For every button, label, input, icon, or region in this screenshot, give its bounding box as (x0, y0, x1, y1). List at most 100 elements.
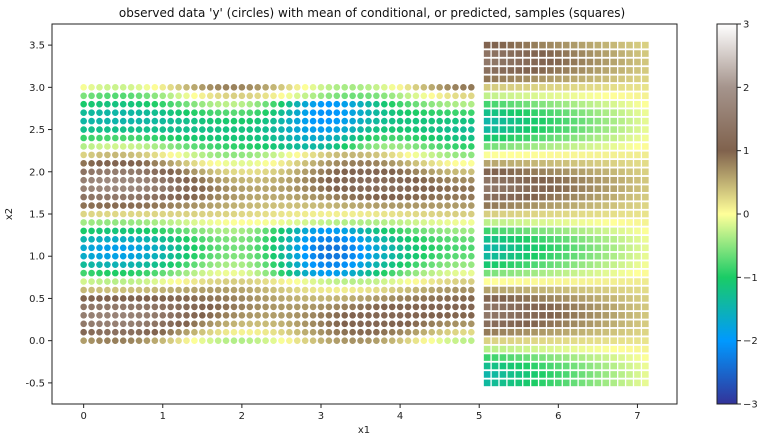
observed-point (444, 210, 451, 218)
predicted-point (578, 303, 586, 311)
predicted-point (602, 295, 610, 302)
observed-point (175, 160, 182, 167)
observed-point (88, 227, 95, 235)
observed-point (111, 134, 119, 142)
observed-point (286, 92, 293, 100)
predicted-point (610, 320, 618, 328)
predicted-point (555, 244, 562, 252)
observed-point (88, 236, 95, 243)
predicted-point (523, 219, 530, 226)
observed-point (222, 244, 230, 252)
observed-point (412, 160, 420, 167)
predicted-point (578, 362, 586, 370)
predicted-point (610, 75, 618, 83)
observed-point (349, 236, 356, 243)
observed-point (373, 84, 380, 91)
predicted-point (618, 126, 625, 133)
observed-point (80, 295, 87, 302)
observed-point (341, 210, 349, 218)
observed-point (127, 84, 135, 91)
predicted-point (562, 58, 570, 66)
observed-point (293, 312, 301, 319)
observed-point (191, 84, 198, 91)
predicted-point (531, 193, 538, 201)
observed-point (175, 286, 182, 294)
observed-point (357, 269, 364, 277)
predicted-point (547, 185, 554, 192)
predicted-point (610, 362, 618, 370)
observed-point (444, 278, 451, 285)
observed-point (349, 109, 356, 116)
observed-point (436, 84, 443, 91)
observed-point (183, 151, 190, 159)
observed-point (214, 151, 222, 159)
observed-point (262, 269, 269, 277)
observed-point (175, 269, 182, 277)
predicted-point (499, 84, 507, 91)
observed-point (420, 337, 428, 344)
observed-point (357, 337, 364, 344)
predicted-point (618, 109, 625, 116)
observed-point (135, 286, 143, 294)
observed-point (214, 117, 222, 125)
observed-point (119, 219, 127, 226)
predicted-point (626, 278, 633, 285)
predicted-point (586, 84, 594, 91)
y-axis: -0.50.00.51.01.52.02.53.03.5 (25, 41, 52, 389)
observed-point (270, 295, 277, 302)
observed-point (349, 244, 356, 252)
observed-point (151, 92, 159, 100)
observed-point (127, 202, 135, 209)
predicted-point (618, 160, 625, 167)
observed-point (246, 193, 254, 201)
predicted-point (610, 202, 618, 209)
observed-point (428, 337, 436, 344)
observed-point (357, 168, 364, 176)
predicted-point (578, 337, 586, 344)
predicted-point (547, 84, 554, 91)
observed-point (199, 202, 206, 209)
observed-point (104, 185, 111, 192)
observed-point (199, 269, 206, 277)
observed-point (444, 320, 451, 328)
observed-point (349, 185, 356, 192)
observed-point (380, 84, 388, 91)
observed-point (159, 219, 167, 226)
observed-point (293, 126, 301, 133)
observed-point (119, 210, 127, 218)
observed-point (159, 202, 167, 209)
predicted-point (531, 328, 538, 336)
observed-point (238, 168, 246, 176)
observed-point (143, 320, 151, 328)
predicted-point (602, 109, 610, 116)
observed-point (325, 236, 333, 243)
predicted-point (594, 328, 602, 336)
observed-point (270, 168, 277, 176)
observed-point (230, 286, 238, 294)
predicted-point (507, 126, 515, 133)
predicted-point (491, 193, 499, 201)
observed-point (373, 202, 380, 209)
observed-point (388, 278, 396, 285)
predicted-point (626, 379, 633, 387)
observed-point (246, 286, 254, 294)
predicted-point (626, 269, 633, 277)
predicted-point (626, 109, 633, 116)
observed-point (380, 320, 388, 328)
observed-point (262, 312, 269, 319)
observed-point (436, 312, 443, 319)
observed-point (119, 202, 127, 209)
observed-point (396, 337, 404, 344)
observed-point (428, 100, 436, 108)
observed-point (143, 185, 151, 192)
observed-point (230, 244, 238, 252)
observed-point (388, 134, 396, 142)
observed-point (278, 193, 285, 201)
observed-point (388, 126, 396, 133)
predicted-point (491, 236, 499, 243)
observed-point (214, 185, 222, 192)
observed-point (444, 185, 451, 192)
observed-point (428, 193, 436, 201)
observed-point (333, 252, 341, 260)
observed-point (428, 126, 436, 133)
